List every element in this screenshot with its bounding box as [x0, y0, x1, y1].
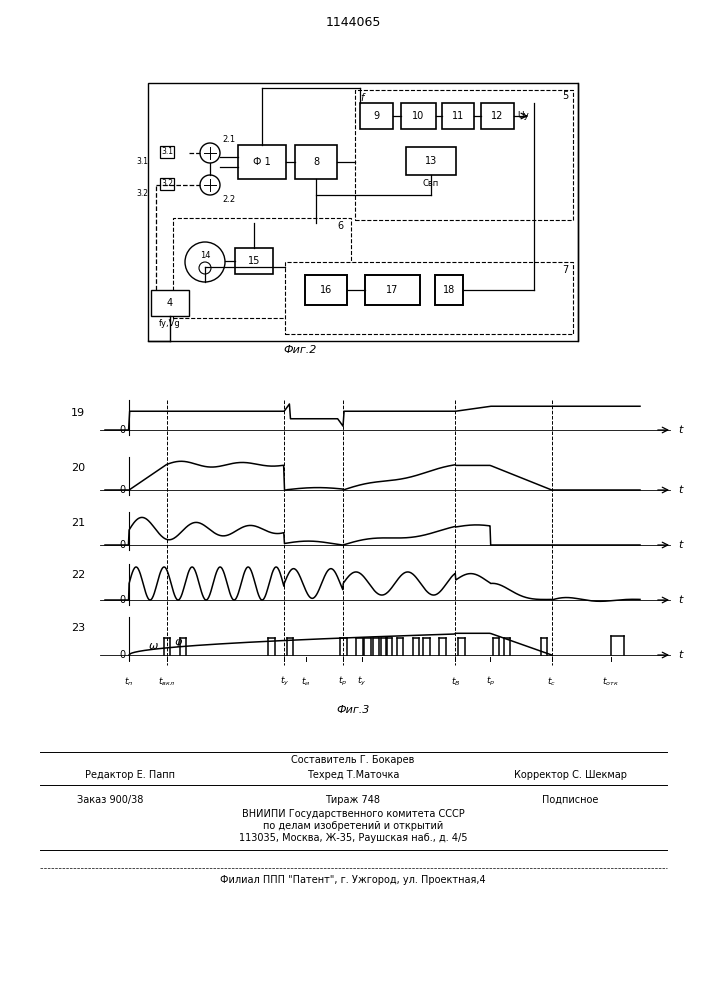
Text: 8: 8: [313, 157, 319, 167]
Bar: [160, 178, 174, 190]
Text: 5: 5: [562, 91, 568, 101]
Bar: [295, 145, 337, 179]
Text: f: f: [360, 93, 363, 103]
Bar: [173, 218, 351, 318]
Text: 3.1: 3.1: [136, 157, 148, 166]
Text: $t_с$: $t_с$: [547, 675, 556, 688]
Text: 2.1: 2.1: [222, 134, 235, 143]
Text: 4: 4: [167, 298, 173, 308]
Text: Тираж 748: Тираж 748: [325, 795, 380, 805]
Bar: [148, 83, 578, 341]
Text: $t_В$: $t_В$: [450, 675, 460, 688]
Bar: [355, 90, 573, 220]
Text: $t_п$: $t_п$: [124, 675, 134, 688]
Text: Редактор Е. Папп: Редактор Е. Папп: [85, 770, 175, 780]
Text: 3.2: 3.2: [161, 180, 173, 188]
Text: 21: 21: [71, 518, 85, 528]
Text: Заказ 900/38: Заказ 900/38: [77, 795, 144, 805]
Text: 18: 18: [443, 285, 455, 295]
Text: t: t: [678, 485, 682, 495]
Text: 6: 6: [337, 221, 343, 231]
Text: 0: 0: [119, 425, 125, 435]
Text: Подписное: Подписное: [542, 795, 598, 805]
Bar: [160, 146, 174, 158]
Text: 12: 12: [491, 111, 503, 121]
Text: fу,Vg: fу,Vg: [159, 320, 181, 328]
Text: Фиг.2: Фиг.2: [284, 345, 317, 355]
Text: 20: 20: [71, 463, 85, 473]
Bar: [401, 103, 436, 129]
Text: t: t: [678, 540, 682, 550]
Text: 23: 23: [71, 623, 85, 633]
Text: ω: ω: [149, 641, 158, 651]
Bar: [360, 103, 393, 129]
Text: по делам изобретений и открытий: по делам изобретений и открытий: [263, 821, 443, 831]
Text: $t_и$: $t_и$: [301, 675, 310, 688]
Text: Составитель Г. Бокарев: Составитель Г. Бокарев: [291, 755, 415, 765]
Text: φ: φ: [175, 637, 182, 647]
Text: 0: 0: [119, 540, 125, 550]
Bar: [285, 262, 573, 334]
Text: Техред Т.Маточка: Техред Т.Маточка: [307, 770, 399, 780]
Text: Корректор С. Шекмар: Корректор С. Шекмар: [513, 770, 626, 780]
Text: 13: 13: [425, 156, 437, 166]
Text: Свп: Свп: [423, 178, 439, 188]
Text: t: t: [678, 650, 682, 660]
Text: Ф 1: Ф 1: [253, 157, 271, 167]
Text: 19: 19: [71, 408, 85, 418]
Bar: [305, 275, 347, 305]
Text: 0: 0: [119, 485, 125, 495]
Text: 10: 10: [412, 111, 425, 121]
Text: Uу: Uу: [517, 111, 529, 120]
Text: 17: 17: [386, 285, 399, 295]
Bar: [435, 275, 463, 305]
Text: $t_р$: $t_р$: [339, 675, 348, 688]
Text: 1144065: 1144065: [325, 15, 380, 28]
Text: $t_{вкл}$: $t_{вкл}$: [158, 675, 175, 688]
Text: t: t: [678, 595, 682, 605]
Text: 3.1: 3.1: [161, 147, 173, 156]
Text: t: t: [678, 425, 682, 435]
Text: 3.2: 3.2: [136, 190, 148, 198]
Text: 11: 11: [452, 111, 464, 121]
Text: 9: 9: [373, 111, 380, 121]
Text: 15: 15: [248, 256, 260, 266]
Text: Филиал ППП "Патент", г. Ужгород, ул. Проектная,4: Филиал ППП "Патент", г. Ужгород, ул. Про…: [220, 875, 486, 885]
Text: $t_у$: $t_у$: [279, 675, 289, 688]
Bar: [442, 103, 474, 129]
Text: 7: 7: [562, 265, 568, 275]
Text: 0: 0: [119, 650, 125, 660]
Text: 14: 14: [200, 251, 210, 260]
Bar: [365, 275, 420, 305]
Text: 22: 22: [71, 570, 85, 580]
Text: $t_у$: $t_у$: [357, 675, 366, 688]
Bar: [481, 103, 514, 129]
Text: 2.2: 2.2: [222, 194, 235, 204]
Text: 0: 0: [119, 595, 125, 605]
Text: ВНИИПИ Государственного комитета СССР: ВНИИПИ Государственного комитета СССР: [242, 809, 464, 819]
Bar: [238, 145, 286, 179]
Text: 16: 16: [320, 285, 332, 295]
Bar: [235, 248, 273, 274]
Text: Фиг.3: Фиг.3: [337, 705, 370, 715]
Bar: [151, 290, 189, 316]
Text: 113035, Москва, Ж-35, Раушская наб., д. 4/5: 113035, Москва, Ж-35, Раушская наб., д. …: [239, 833, 467, 843]
Text: $t_р$: $t_р$: [486, 675, 495, 688]
Bar: [406, 147, 456, 175]
Text: $t_{отк}$: $t_{отк}$: [602, 675, 619, 688]
